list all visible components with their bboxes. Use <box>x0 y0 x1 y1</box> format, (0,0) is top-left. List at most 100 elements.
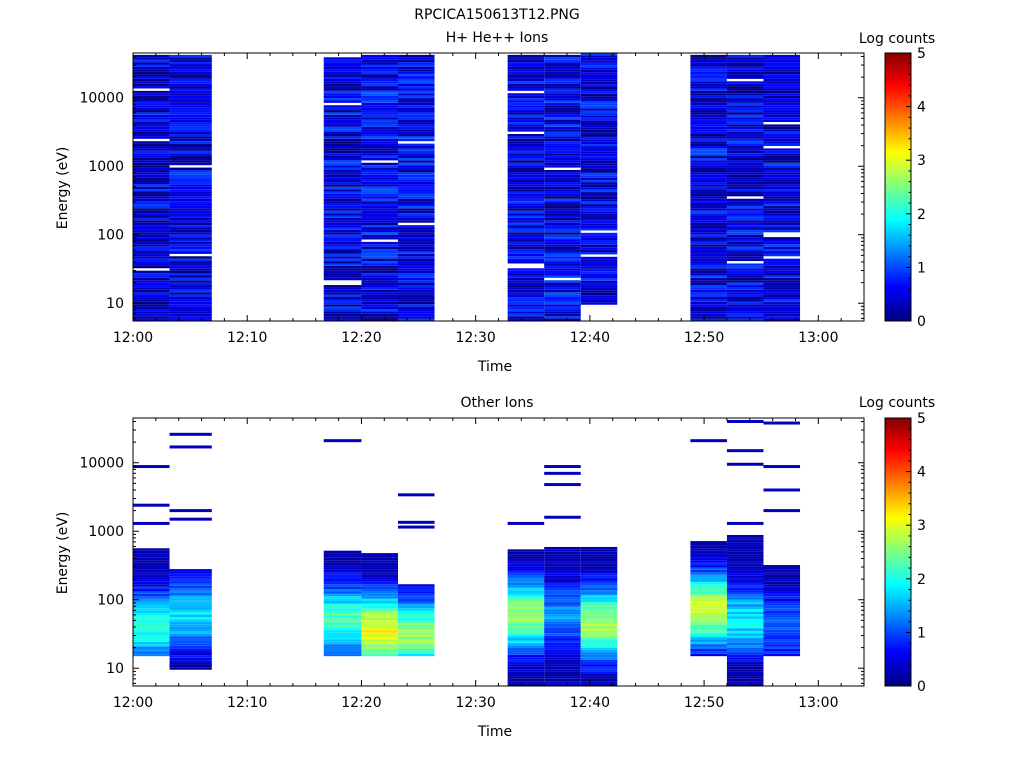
spectrogram-cell <box>133 565 170 568</box>
spectrogram-cell <box>544 297 581 300</box>
sparse-count-mark <box>397 493 435 497</box>
spectrogram-cell <box>323 550 362 554</box>
spectrogram-cell <box>507 114 545 118</box>
spectrogram-cell <box>580 263 618 267</box>
colorbar-swatch <box>885 667 911 671</box>
spectrogram-cell <box>690 66 727 70</box>
colorbar-swatch <box>885 300 911 304</box>
spectrogram-cell <box>397 289 435 293</box>
spectrogram-cell <box>763 90 801 94</box>
spectrogram-cell <box>361 608 398 611</box>
spectrogram-cell <box>169 203 212 206</box>
spectrogram-cell <box>133 107 170 111</box>
colorbar-swatch <box>885 618 911 622</box>
spectrogram-cell <box>169 153 212 156</box>
colorbar-swatch <box>885 126 911 130</box>
spectrogram-cell <box>690 584 727 587</box>
colorbar-swatch <box>885 226 911 230</box>
spectrogram-cell <box>169 181 212 185</box>
spectrogram-cell <box>361 162 398 166</box>
spectrogram-cell <box>507 193 545 197</box>
spectrogram-cell <box>397 622 435 625</box>
spectrogram-cell <box>726 157 764 161</box>
spectrogram-cell <box>397 301 435 305</box>
spectrogram-cell <box>507 160 545 163</box>
spectrogram-cell <box>507 681 545 684</box>
spectrogram-cell <box>580 609 618 612</box>
spectrogram-cell <box>361 98 398 101</box>
colorbar-swatch <box>885 594 911 597</box>
spectrogram-cell <box>544 105 581 108</box>
spectrogram-cell <box>323 220 362 223</box>
spectrogram-cell <box>690 201 727 204</box>
spectrogram-cell <box>361 241 398 245</box>
spectrogram-cell <box>763 193 801 197</box>
spectrogram-cell <box>690 141 727 144</box>
colorbar-tick-label: 5 <box>917 411 926 427</box>
spectrogram-cell <box>690 641 727 645</box>
spectrogram-cell <box>507 57 545 60</box>
spectrogram-cell <box>580 240 618 243</box>
spectrogram-cell <box>169 229 212 233</box>
spectrogram-cell <box>397 265 435 269</box>
spectrogram-cell <box>133 299 170 302</box>
spectrogram-cell <box>690 256 727 259</box>
spectrogram-cell <box>133 639 170 642</box>
colorbar-swatch <box>885 52 911 56</box>
spectrogram-cell <box>580 626 618 629</box>
spectrogram-cell <box>507 587 545 591</box>
colorbar-swatch <box>885 466 911 470</box>
spectrogram-cell <box>726 57 764 60</box>
spectrogram-cell <box>580 662 618 665</box>
spectrogram-cell <box>323 617 362 621</box>
colorbar-swatch <box>885 293 911 297</box>
spectrogram-cell <box>169 167 212 170</box>
spectrogram-cell <box>361 567 398 570</box>
spectrogram-cell <box>726 229 764 233</box>
spectrogram-cell <box>544 669 581 672</box>
spectrogram-cell <box>169 57 212 60</box>
spectrogram-cell <box>726 74 764 77</box>
spectrogram-cell <box>323 198 362 202</box>
spectrogram-cell <box>544 134 581 137</box>
colorbar-swatch <box>885 209 911 212</box>
spectrogram-cell <box>726 64 764 67</box>
spectrogram-cell <box>763 222 801 226</box>
spectrogram-cell <box>544 246 581 250</box>
spectrogram-cell <box>726 62 764 65</box>
spectrogram-cell <box>133 179 170 182</box>
spectrogram-cell <box>580 676 618 679</box>
spectrogram-cell <box>397 268 435 271</box>
spectrogram-cell <box>763 603 801 606</box>
spectrogram-cell <box>726 614 764 617</box>
spectrogram-cell <box>397 225 435 228</box>
colorbar-swatch <box>885 591 911 595</box>
spectrogram-cell <box>323 646 362 649</box>
spectrogram-cell <box>397 646 435 649</box>
spectrogram-cell <box>361 107 398 111</box>
spectrogram-cell <box>544 611 581 615</box>
spectrogram-cell <box>397 122 435 125</box>
spectrogram-cell <box>544 136 581 139</box>
spectrogram-cell <box>544 81 581 84</box>
spectrogram-cell <box>397 112 435 115</box>
spectrogram-cell <box>763 138 801 142</box>
spectrogram-cell <box>507 256 545 259</box>
spectrogram-cell <box>580 103 618 106</box>
spectrogram-cell <box>580 549 618 552</box>
spectrogram-cell <box>397 90 435 94</box>
spectrogram-cell <box>361 292 398 295</box>
spectrogram-cell <box>726 563 764 567</box>
spectrogram-cell <box>133 174 170 178</box>
spectrogram-cell <box>690 155 727 158</box>
spectrogram-cell <box>763 301 801 305</box>
spectrogram-cell <box>544 299 581 302</box>
colorbar-swatch <box>885 130 911 134</box>
spectrogram-cell <box>169 273 212 276</box>
spectrogram-cell <box>580 67 618 70</box>
spectrogram-cell <box>763 66 801 70</box>
colorbar-swatch <box>885 307 911 311</box>
spectrogram-cell <box>507 184 545 187</box>
spectrogram-cell <box>507 662 545 665</box>
spectrogram-cell <box>397 241 435 245</box>
